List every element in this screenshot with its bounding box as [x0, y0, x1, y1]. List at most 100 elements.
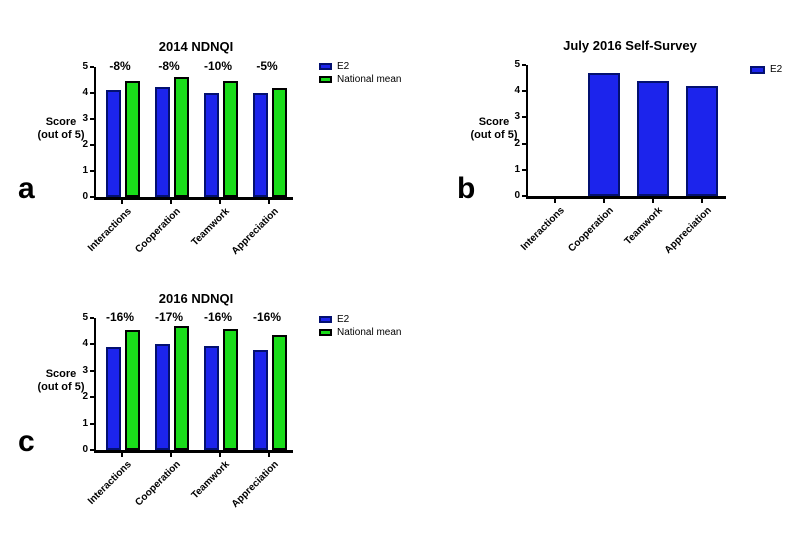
y-tick-mark — [90, 449, 94, 451]
y-tick-mark — [90, 170, 94, 172]
x-tick-mark — [121, 453, 123, 457]
chart-title: 2016 NDNQI — [158, 291, 234, 306]
legend-label: E2 — [337, 61, 350, 72]
y-tick-label: 2 — [82, 391, 88, 403]
y-axis-label-line2: (out of 5) — [37, 129, 85, 141]
y-tick-label: 5 — [514, 59, 520, 70]
x-category-label: Interactions — [518, 205, 567, 253]
panel-letter-a: a — [18, 172, 35, 205]
panel-letter-c: c — [18, 425, 35, 458]
y-tick-label: 4 — [82, 338, 88, 350]
x-category-label: Interactions — [85, 206, 134, 254]
panel-letter-b: b — [457, 172, 476, 205]
diff-percent-label: -16% — [252, 310, 281, 324]
bar-national-mean-interactions — [125, 81, 140, 197]
y-tick-label: 0 — [82, 191, 88, 202]
y-axis-line — [94, 67, 96, 197]
y-tick-mark — [90, 66, 94, 68]
bar-e2-appreciation — [253, 349, 268, 450]
x-tick-mark — [603, 199, 605, 203]
x-axis-line — [94, 197, 293, 200]
y-tick-label: 3 — [82, 113, 88, 124]
y-axis-label: Score (out of 5) — [6, 116, 116, 142]
x-tick-mark — [652, 199, 654, 203]
legend-label: E2 — [770, 64, 783, 75]
x-category-label: Appreciation — [662, 205, 714, 257]
bar-e2-teamwork — [204, 93, 219, 197]
x-category-label: Interactions — [85, 459, 134, 507]
legend-label: National mean — [337, 327, 402, 338]
x-category-label: Teamwork — [622, 205, 665, 248]
y-axis-label-line1: Score — [45, 368, 77, 380]
x-axis-line — [526, 196, 726, 199]
x-category-label: Cooperation — [133, 459, 183, 509]
y-tick-mark — [90, 92, 94, 94]
x-category-label: Appreciation — [229, 459, 281, 511]
x-tick-mark — [701, 199, 703, 203]
y-axis-label-line2: (out of 5) — [470, 129, 518, 141]
diff-percent-label: -8% — [109, 59, 131, 73]
y-axis-label-line1: Score — [45, 116, 77, 128]
y-tick-label: 2 — [514, 137, 520, 149]
bar-e2-teamwork — [637, 80, 669, 196]
legend-swatch-e2 — [750, 66, 765, 74]
y-tick-label: 4 — [514, 85, 520, 97]
y-axis-label: Score (out of 5) — [6, 368, 116, 394]
x-tick-mark — [219, 453, 221, 457]
diff-percent-label: -17% — [154, 310, 183, 324]
y-tick-label: 0 — [514, 190, 520, 201]
x-tick-mark — [219, 200, 221, 204]
legend-label: National mean — [337, 74, 402, 85]
y-tick-label: 2 — [82, 139, 88, 150]
x-tick-mark — [170, 453, 172, 457]
diff-percent-label: -10% — [203, 59, 232, 73]
y-tick-label: 5 — [82, 312, 88, 323]
x-tick-mark — [554, 199, 556, 203]
bar-national-mean-interactions — [125, 329, 140, 450]
y-tick-mark — [522, 90, 526, 93]
legend-swatch-e2 — [319, 63, 332, 70]
bar-e2-cooperation — [155, 86, 170, 197]
x-axis-line — [94, 450, 293, 453]
x-category-label: Cooperation — [133, 206, 183, 256]
x-category-label: Teamwork — [189, 206, 232, 249]
legend-label: E2 — [337, 314, 350, 325]
bar-e2-interactions — [106, 347, 121, 450]
x-category-label: Teamwork — [189, 459, 232, 502]
legend-swatch-e2 — [319, 316, 332, 323]
y-tick-mark — [90, 422, 94, 425]
bar-national-mean-teamwork — [223, 328, 238, 450]
x-category-label: Appreciation — [229, 206, 281, 258]
bar-e2-teamwork — [204, 345, 219, 450]
y-tick-mark — [522, 142, 526, 145]
y-tick-mark — [90, 317, 94, 319]
y-tick-mark — [522, 195, 526, 197]
chart-title: July 2016 Self-Survey — [563, 38, 697, 53]
y-tick-mark — [522, 116, 526, 119]
bar-e2-interactions — [106, 90, 121, 197]
legend-swatch-national-mean — [319, 329, 332, 336]
bar-national-mean-teamwork — [223, 81, 238, 197]
y-axis-line — [94, 318, 96, 450]
x-tick-mark — [268, 453, 270, 457]
y-tick-mark — [522, 168, 526, 171]
y-tick-label: 1 — [82, 417, 88, 429]
x-tick-mark — [170, 200, 172, 204]
bar-e2-appreciation — [686, 85, 718, 196]
y-tick-label: 0 — [82, 444, 88, 455]
y-tick-label: 5 — [82, 61, 88, 72]
y-tick-label: 3 — [82, 364, 88, 376]
diff-percent-label: -5% — [256, 59, 278, 73]
y-tick-mark — [90, 369, 94, 372]
x-tick-mark — [121, 200, 123, 204]
y-tick-mark — [90, 343, 94, 346]
y-axis-label-line1: Score — [478, 116, 510, 128]
y-tick-label: 1 — [514, 163, 520, 175]
bar-e2-cooperation — [155, 344, 170, 450]
y-tick-label: 3 — [514, 111, 520, 123]
bar-national-mean-cooperation — [174, 77, 189, 197]
y-axis-label: Score (out of 5) — [439, 116, 549, 142]
y-tick-mark — [90, 118, 94, 120]
bar-national-mean-cooperation — [174, 325, 189, 450]
